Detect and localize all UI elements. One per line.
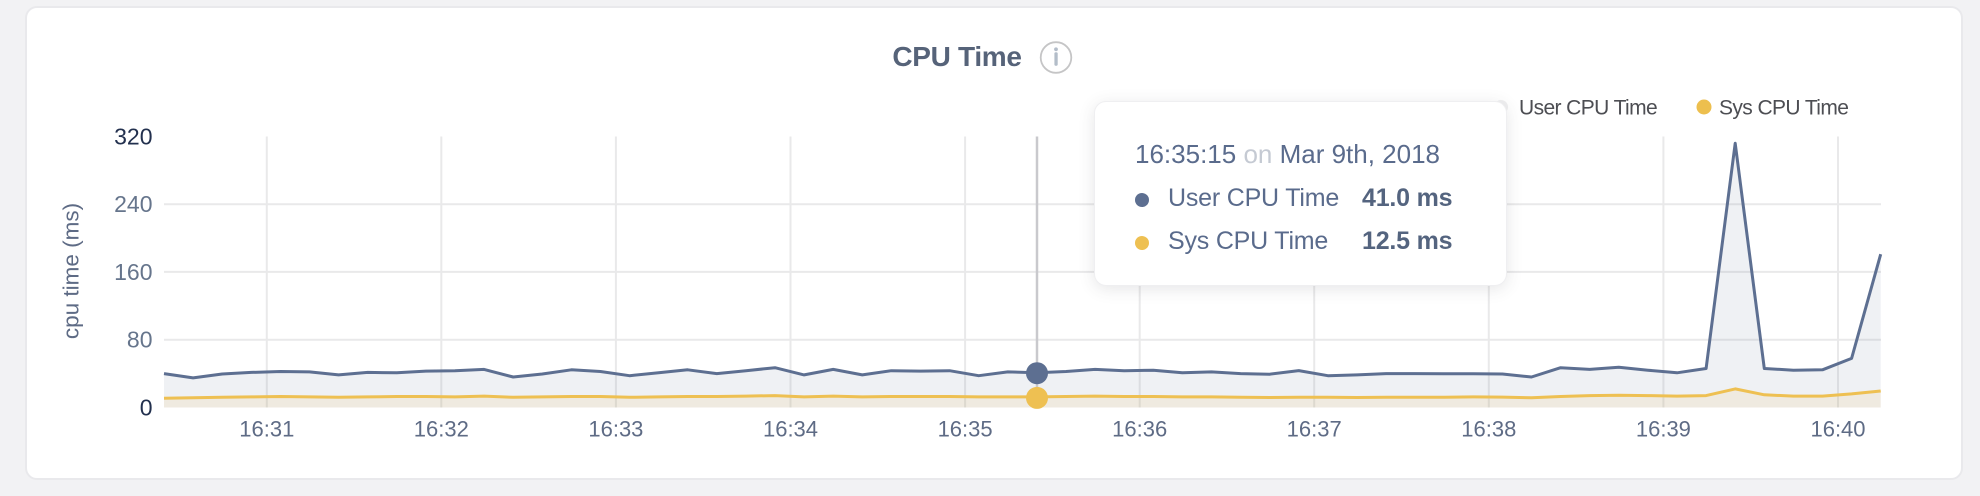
svg-text:16:31: 16:31 [239, 417, 294, 442]
svg-text:16:32: 16:32 [414, 417, 469, 442]
svg-text:16:38: 16:38 [1461, 417, 1516, 442]
svg-text:16:36: 16:36 [1112, 417, 1167, 442]
svg-text:16:35: 16:35 [938, 417, 993, 442]
svg-text:16:34: 16:34 [763, 417, 818, 442]
svg-text:16:37: 16:37 [1287, 417, 1342, 442]
svg-text:16:40: 16:40 [1810, 417, 1865, 442]
svg-text:240: 240 [114, 191, 152, 217]
svg-text:cpu time (ms): cpu time (ms) [59, 203, 84, 339]
svg-text:160: 160 [114, 259, 152, 285]
svg-text:320: 320 [114, 124, 152, 150]
svg-text:User CPU Time: User CPU Time [1519, 97, 1657, 120]
svg-text:0: 0 [140, 394, 153, 420]
svg-text:Sys CPU Time: Sys CPU Time [1719, 97, 1848, 120]
svg-text:80: 80 [127, 327, 153, 353]
svg-text:16:33: 16:33 [588, 417, 643, 442]
svg-text:16:39: 16:39 [1636, 417, 1691, 442]
